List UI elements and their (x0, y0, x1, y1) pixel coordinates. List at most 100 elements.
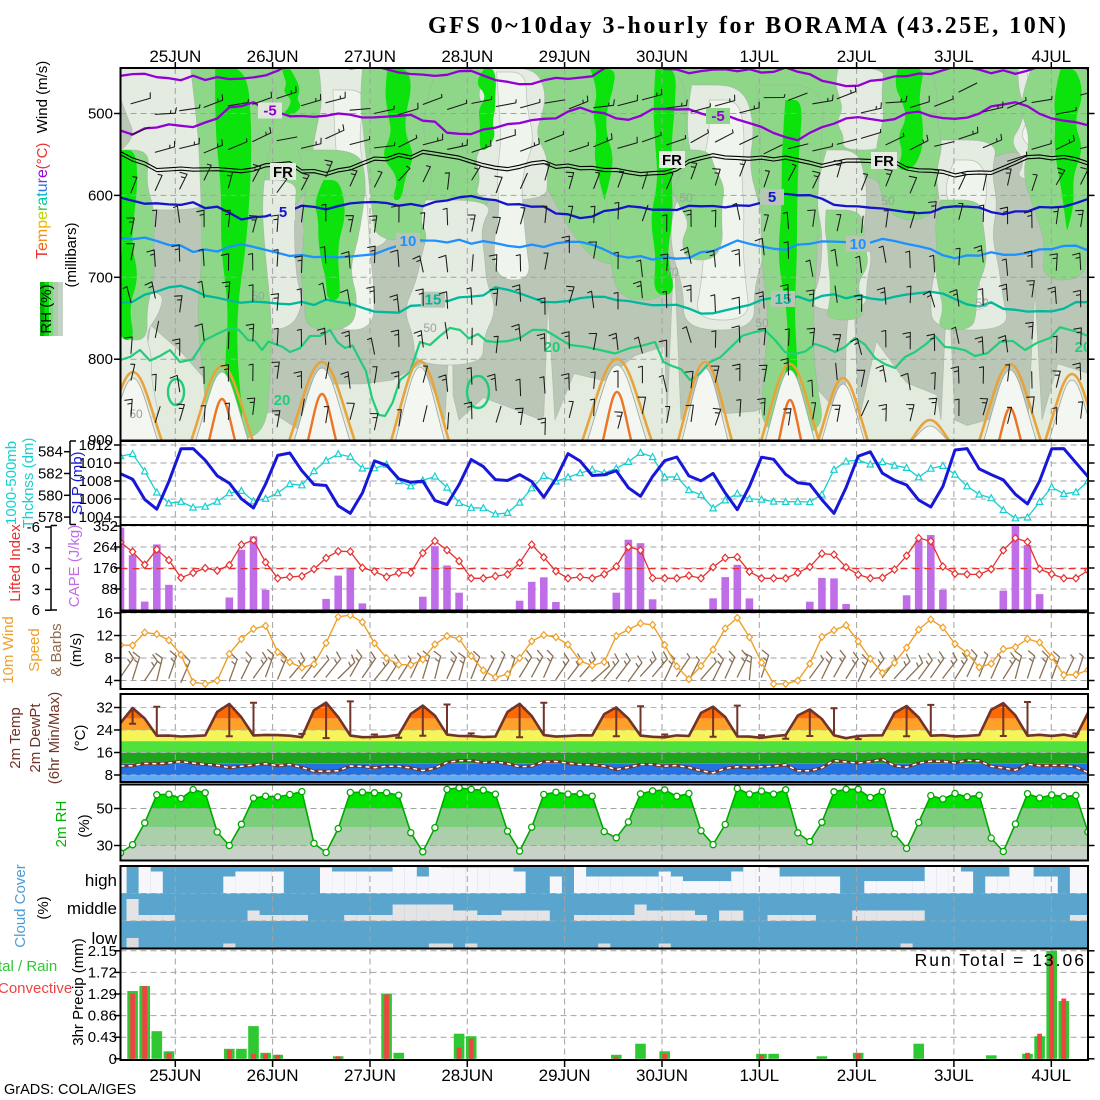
svg-text:578: 578 (38, 509, 63, 526)
svg-text:264: 264 (93, 539, 118, 556)
svg-text:2.15: 2.15 (88, 943, 117, 960)
svg-text:Run Total = 13.06: Run Total = 13.06 (915, 950, 1086, 970)
svg-text:4JUL: 4JUL (1031, 47, 1071, 66)
svg-text:3: 3 (32, 581, 40, 598)
svg-text:low: low (91, 929, 117, 948)
svg-text:& Barbs: & Barbs (48, 623, 65, 676)
svg-text:8: 8 (105, 767, 113, 784)
svg-text:-3: -3 (27, 540, 40, 557)
svg-text:800: 800 (88, 351, 113, 368)
svg-text:30JUN: 30JUN (636, 1066, 688, 1085)
svg-text:30JUN: 30JUN (636, 47, 688, 66)
svg-text:582: 582 (38, 466, 63, 483)
svg-text:20: 20 (274, 392, 291, 409)
svg-text:900: 900 (88, 432, 113, 449)
svg-text:Thcknss (dm): Thcknss (dm) (20, 438, 37, 529)
svg-text:(°C): (°C) (34, 143, 51, 170)
svg-text:SLP (mb): SLP (mb) (69, 451, 86, 514)
svg-text:27JUN: 27JUN (344, 47, 396, 66)
svg-text:30: 30 (96, 838, 113, 855)
svg-text:2JUL: 2JUL (837, 47, 877, 66)
svg-text:12: 12 (96, 628, 113, 645)
svg-text:(6hr Min/Max): (6hr Min/Max) (46, 692, 63, 785)
svg-text:5: 5 (768, 189, 776, 206)
svg-text:(%): (%) (76, 814, 93, 837)
svg-text:50: 50 (129, 407, 143, 421)
svg-text:50: 50 (96, 801, 113, 818)
svg-text:1006: 1006 (79, 491, 112, 508)
svg-text:0: 0 (109, 1051, 117, 1068)
svg-text:1012: 1012 (79, 437, 112, 454)
svg-text:FR: FR (273, 164, 293, 181)
svg-text:20: 20 (1075, 339, 1092, 356)
svg-text:70: 70 (665, 265, 679, 279)
svg-text:-5: -5 (711, 108, 724, 125)
svg-text:3JUL: 3JUL (934, 47, 974, 66)
svg-text:600: 600 (88, 187, 113, 204)
svg-text:tal / Rain: tal / Rain (0, 958, 57, 975)
svg-text:29JUN: 29JUN (539, 1066, 591, 1085)
svg-text:10: 10 (850, 236, 867, 253)
svg-text:Lifted Index: Lifted Index (7, 524, 24, 602)
svg-text:50: 50 (755, 316, 769, 330)
svg-text:-6: -6 (27, 519, 40, 536)
svg-text:(millibars): (millibars) (63, 223, 80, 288)
svg-text:26JUN: 26JUN (247, 47, 299, 66)
svg-text:50: 50 (975, 296, 989, 310)
svg-text:(m/s): (m/s) (68, 633, 85, 667)
svg-text:1JUL: 1JUL (739, 1066, 779, 1085)
svg-text:176: 176 (93, 560, 118, 577)
svg-text:GFS 0~10day 3-hourly for BORAM: GFS 0~10day 3-hourly for BORAMA (43.25E,… (428, 13, 1069, 39)
svg-text:middle: middle (67, 899, 117, 918)
svg-text:16: 16 (96, 605, 113, 622)
svg-text:27JUN: 27JUN (344, 1066, 396, 1085)
svg-text:3JUL: 3JUL (934, 1066, 974, 1085)
svg-text:700: 700 (88, 269, 113, 286)
svg-text:29JUN: 29JUN (539, 47, 591, 66)
svg-text:(°C): (°C) (72, 725, 89, 752)
svg-text:584: 584 (38, 444, 63, 461)
svg-text:50: 50 (881, 194, 895, 208)
svg-text:2m Temp: 2m Temp (7, 707, 24, 768)
svg-text:50: 50 (679, 191, 693, 205)
svg-text:10: 10 (400, 233, 417, 250)
svg-text:(%): (%) (35, 896, 52, 919)
svg-text:25JUN: 25JUN (149, 1066, 201, 1085)
svg-text:10m Wind: 10m Wind (0, 616, 17, 684)
svg-text:RH (%): RH (%) (38, 284, 55, 333)
svg-text:15: 15 (775, 291, 792, 308)
svg-text:1008: 1008 (79, 473, 112, 490)
svg-text:1JUL: 1JUL (739, 47, 779, 66)
svg-text:1.29: 1.29 (88, 986, 117, 1003)
svg-text:2JUL: 2JUL (837, 1066, 877, 1085)
svg-text:2m DewPt: 2m DewPt (27, 703, 44, 773)
svg-text:Cloud Cover: Cloud Cover (12, 864, 29, 947)
svg-text:28JUN: 28JUN (441, 47, 493, 66)
svg-text:28JUN: 28JUN (441, 1066, 493, 1085)
svg-text:25JUN: 25JUN (149, 47, 201, 66)
svg-text:3hr Precip (mm): 3hr Precip (mm) (70, 938, 87, 1046)
svg-text:GrADS: COLA/IGES: GrADS: COLA/IGES (4, 1082, 136, 1098)
svg-text:88: 88 (101, 581, 118, 598)
svg-text:50: 50 (423, 321, 437, 335)
svg-text:1000-500mb: 1000-500mb (3, 441, 20, 525)
svg-text:0.43: 0.43 (88, 1029, 117, 1046)
svg-text:1.72: 1.72 (88, 964, 117, 981)
svg-text:FR: FR (662, 152, 682, 169)
svg-text:20: 20 (544, 339, 561, 356)
svg-text:500: 500 (88, 106, 113, 123)
svg-text:Wind (m/s): Wind (m/s) (34, 61, 51, 134)
svg-text:4JUL: 4JUL (1031, 1066, 1071, 1085)
svg-text:2m RH: 2m RH (53, 801, 70, 848)
svg-text:4: 4 (105, 673, 113, 690)
svg-text:Speed: Speed (26, 628, 43, 671)
svg-text:580: 580 (38, 487, 63, 504)
svg-text:Temperature: Temperature (34, 169, 51, 259)
svg-text:15: 15 (425, 292, 442, 309)
svg-text:FR: FR (874, 153, 894, 170)
svg-text:0: 0 (32, 561, 40, 578)
svg-text:16: 16 (96, 745, 113, 762)
svg-text:50: 50 (251, 289, 265, 303)
svg-text:5: 5 (279, 204, 287, 221)
svg-text:8: 8 (105, 650, 113, 667)
